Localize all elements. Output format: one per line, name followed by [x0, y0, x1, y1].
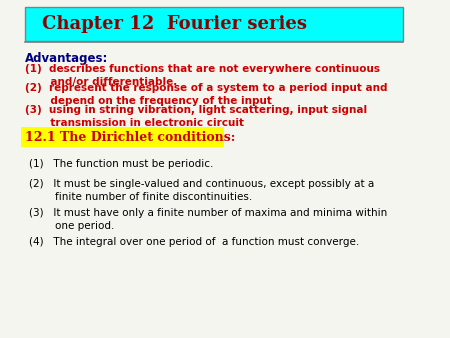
Text: (3)   It must have only a finite number of maxima and minima within
        one : (3) It must have only a finite number of…	[29, 208, 387, 231]
FancyBboxPatch shape	[25, 7, 403, 41]
Text: (4)   The integral over one period of  a function must converge.: (4) The integral over one period of a fu…	[29, 237, 359, 247]
Text: (2)   It must be single-valued and continuous, except possibly at a
        fini: (2) It must be single-valued and continu…	[29, 179, 374, 202]
FancyBboxPatch shape	[21, 127, 224, 147]
Text: (1)   The function must be periodic.: (1) The function must be periodic.	[29, 159, 213, 169]
Text: Chapter 12  Fourier series: Chapter 12 Fourier series	[41, 15, 306, 33]
Text: (2)  represent the response of a system to a period input and
       depend on t: (2) represent the response of a system t…	[25, 83, 387, 106]
Text: 12.1 The Dirichlet conditions:: 12.1 The Dirichlet conditions:	[25, 131, 235, 144]
Text: (1)  describes functions that are not everywhere continuous
       and/or differ: (1) describes functions that are not eve…	[25, 64, 380, 88]
Text: Advantages:: Advantages:	[25, 52, 108, 65]
Text: (3)  using in string vibration, light scattering, input signal
       transmissi: (3) using in string vibration, light sca…	[25, 105, 367, 128]
